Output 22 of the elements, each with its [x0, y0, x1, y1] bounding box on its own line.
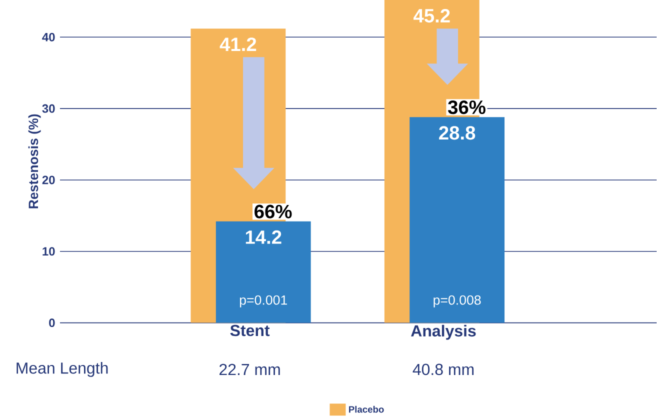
text: 22.7 mm — [220, 364, 280, 376]
data-label: 41.2 — [220, 38, 256, 51]
text: Mean Length — [16, 362, 108, 377]
data-label: 14.2 — [246, 230, 282, 244]
annotation: 66% — [254, 204, 292, 218]
bar — [410, 117, 505, 323]
annotation: 36% — [448, 100, 486, 114]
text: 40.8 mm — [412, 364, 474, 376]
y-tick-label: 20 — [42, 176, 55, 184]
y-tick-label: 30 — [42, 104, 55, 113]
y-tick-label: 10 — [42, 247, 55, 256]
data-label: 28.8 — [439, 126, 476, 140]
annotation: p=0.001 — [240, 295, 287, 308]
annotation: p=0.008 — [434, 295, 481, 308]
bar — [216, 221, 311, 323]
y-axis-title: Restenosis (%) — [28, 114, 41, 208]
x-tick-label: Stent — [230, 324, 270, 336]
y-tick-label: 40 — [42, 32, 55, 42]
data-label: 45.2 — [414, 9, 450, 23]
y-tick-label: 0 — [49, 318, 55, 328]
x-tick-label: Analysis — [411, 324, 476, 340]
legend-label: Placebo — [349, 406, 384, 413]
